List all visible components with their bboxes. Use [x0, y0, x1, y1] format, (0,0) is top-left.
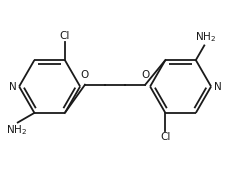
- Text: N: N: [9, 81, 16, 92]
- Text: NH$_2$: NH$_2$: [6, 124, 27, 137]
- Text: O: O: [81, 70, 89, 80]
- Text: Cl: Cl: [160, 132, 171, 142]
- Text: O: O: [141, 70, 149, 80]
- Text: Cl: Cl: [60, 31, 70, 41]
- Text: N: N: [214, 81, 222, 92]
- Text: NH$_2$: NH$_2$: [195, 30, 216, 44]
